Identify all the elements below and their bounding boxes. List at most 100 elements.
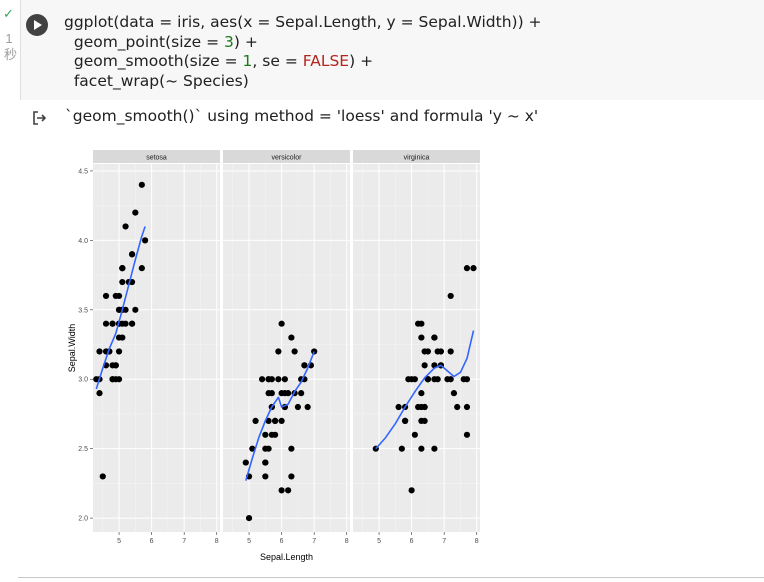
y-tick-label: 3.0 (78, 377, 88, 384)
data-point (418, 403, 425, 411)
facet-strip (353, 150, 480, 163)
data-point (99, 473, 106, 480)
facet-strip-label: virginica (404, 155, 430, 162)
code-text: ) + (233, 32, 258, 51)
x-tick-label: 7 (442, 538, 446, 545)
data-point (272, 431, 279, 438)
data-point (398, 445, 405, 452)
y-axis-title: Sepal.Width (67, 324, 77, 373)
x-tick-label: 6 (410, 538, 414, 545)
code-number: 1 (242, 52, 253, 70)
data-point (272, 417, 279, 425)
y-tick-label: 2.0 (78, 516, 88, 523)
data-point (405, 376, 412, 383)
code-text: geom_point(size = (64, 32, 225, 51)
execution-time-number: 1 (5, 31, 13, 46)
code-text: ) + (349, 52, 374, 70)
data-point (102, 292, 110, 300)
x-tick-label: 5 (377, 538, 381, 545)
output-message: `geom_smooth()` using method = 'loess' a… (65, 107, 539, 125)
y-tick-label: 2.5 (78, 446, 88, 453)
data-point (431, 445, 438, 452)
data-point (262, 445, 269, 452)
smooth-line (95, 226, 146, 390)
data-point (262, 431, 269, 438)
data-point (288, 473, 295, 480)
data-point (450, 390, 458, 397)
code-line-3: geom_smooth(size = 1, se = FALSE) + (64, 52, 373, 70)
facet-strip (223, 150, 350, 163)
execution-status-icon: ✓ (3, 6, 14, 21)
plot-output: setosa 5 6 7 8 versicolor 5 6 7 8 virginica 5 6 7 8 2.0… (18, 133, 764, 577)
data-point (418, 417, 425, 425)
x-tick-label: 6 (280, 538, 284, 545)
data-point (278, 487, 285, 494)
data-point (278, 390, 285, 397)
facet-panel-setosa: setosa 5 6 7 8 (93, 150, 220, 545)
data-point (288, 445, 295, 452)
data-point (304, 403, 311, 411)
facet-strip-label: setosa (146, 155, 167, 162)
panel-background (353, 164, 480, 532)
code-editor[interactable]: ggplot(data = iris, aes(x = Sepal.Length… (64, 13, 542, 91)
execution-time: 1 秒 (4, 31, 18, 63)
panel-background (223, 164, 350, 532)
x-tick-label: 5 (247, 538, 251, 545)
data-point (109, 320, 116, 327)
cell-gutter: ✓ 1 秒 (0, 0, 20, 100)
data-point (96, 390, 103, 397)
facet-strip-label: versicolor (272, 155, 303, 162)
data-point (463, 376, 471, 383)
code-line-2: geom_point(size = 3) + (64, 33, 258, 51)
data-point (431, 334, 438, 341)
data-point (298, 390, 305, 397)
data-point (275, 376, 282, 383)
facet-strip (93, 150, 220, 163)
data-point (434, 348, 441, 355)
x-tick-label: 6 (150, 538, 154, 545)
run-cell-button[interactable] (26, 14, 48, 36)
execution-time-unit: 秒 (4, 47, 18, 62)
data-point (262, 473, 269, 480)
facet-panel-virginica: virginica 5 6 7 8 (353, 150, 480, 545)
data-point (138, 265, 145, 272)
data-point (142, 237, 149, 244)
facet-panel-versicolor: versicolor 5 6 7 8 (223, 150, 350, 545)
x-tick-label: 8 (215, 538, 219, 545)
data-point (102, 320, 110, 327)
data-point (463, 265, 471, 272)
smooth-line (375, 330, 475, 450)
data-point (285, 487, 292, 494)
data-point (447, 376, 454, 383)
data-point (311, 348, 318, 355)
x-tick-label: 8 (475, 538, 479, 545)
data-point (424, 376, 431, 383)
y-tick-label: 4.0 (78, 238, 88, 245)
data-point (128, 251, 136, 258)
data-point (447, 348, 454, 355)
x-axis-title: Sepal.Length (260, 552, 313, 562)
data-point (463, 403, 471, 411)
play-icon (34, 20, 42, 30)
data-point (109, 376, 116, 383)
output-redirect-icon[interactable] (31, 110, 47, 126)
data-point (112, 292, 119, 300)
data-point (115, 334, 123, 341)
data-point (418, 334, 425, 341)
data-point (115, 306, 123, 313)
data-point (119, 320, 126, 327)
data-point (268, 376, 275, 383)
data-point (275, 348, 282, 355)
panel-background (93, 164, 220, 532)
data-point (132, 209, 139, 216)
data-point (285, 390, 292, 397)
code-cell-input[interactable] (20, 0, 764, 100)
data-point (242, 459, 249, 466)
data-point (411, 431, 418, 438)
code-text: , se = (252, 52, 303, 70)
data-point (294, 403, 301, 411)
data-point (421, 362, 428, 369)
code-line-4: facet_wrap(~ Species) (64, 71, 249, 90)
data-point (112, 362, 119, 369)
data-point (408, 487, 415, 494)
